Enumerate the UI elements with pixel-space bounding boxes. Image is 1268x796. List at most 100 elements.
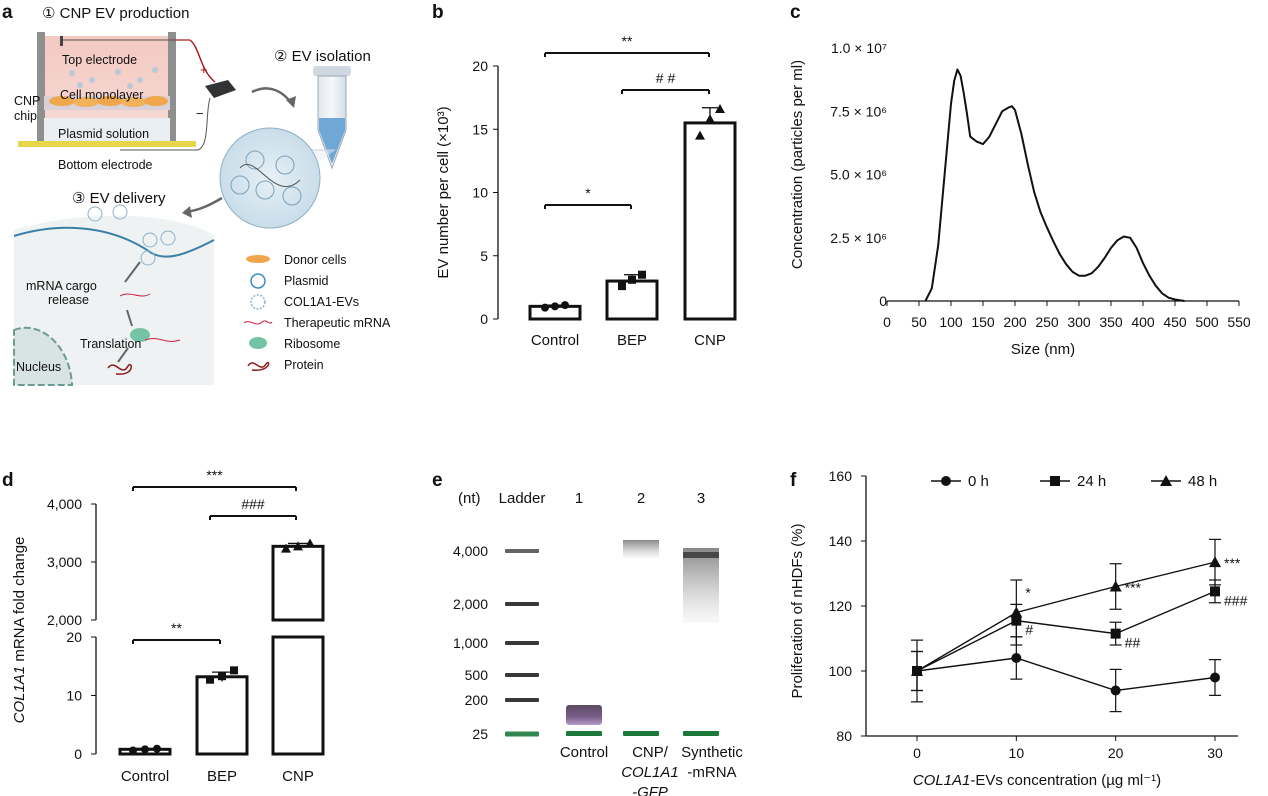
panel-d-letter: d <box>2 470 14 491</box>
c-x-tick-label-2: 100 <box>939 314 963 330</box>
f-x-tick-label-1: 10 <box>1009 745 1025 761</box>
e-lane-label-1-line-0: Control <box>560 744 608 761</box>
b-point-cnp-2 <box>715 104 725 114</box>
bottom-electrode-label: Bottom electrode <box>58 158 153 172</box>
plasmid-icon <box>250 273 266 289</box>
e-ladder-size-2: 1,000 <box>453 635 488 651</box>
f-point-0-1 <box>1011 653 1022 663</box>
mrna-icon <box>243 320 273 325</box>
curved-arrow-1 <box>251 87 294 105</box>
f-annotation-2-1: * <box>1025 585 1031 601</box>
e-lane-marker-2 <box>623 731 659 736</box>
f-x-tick-label-2: 20 <box>1108 745 1124 761</box>
f-annotation-2-3: *** <box>1224 555 1241 571</box>
plasmid-solution-label: Plasmid solution <box>58 127 149 141</box>
f-point-2-0 <box>911 665 923 676</box>
legend-ribosome: Ribosome <box>284 337 340 351</box>
e-lane-label-2-line-1: COL1A1 <box>621 764 679 781</box>
donor-cells-icon <box>246 255 270 263</box>
d-y-axis-label: COL1A1 mRNA fold change <box>11 537 28 724</box>
chip-wall-right <box>168 32 176 144</box>
e-ladder-size-5: 25 <box>472 726 488 742</box>
f-point-2-1 <box>1010 606 1023 618</box>
cell-monolayer-label: Cell monolayer <box>60 88 143 102</box>
f-annotation-1-3: ### <box>1224 592 1248 608</box>
c-x-tick-label-7: 350 <box>1099 314 1123 330</box>
e-lane-header-2: 2 <box>637 490 645 507</box>
d-point-control-1 <box>141 745 149 754</box>
legend-col1a1-evs: COL1A1-EVs <box>284 295 359 309</box>
legend-protein: Protein <box>284 358 324 372</box>
d-y-tick-label-upper-1: 3,000 <box>47 554 82 570</box>
f-annotation-1-1: # <box>1025 622 1033 638</box>
d-point-control-2 <box>153 744 161 753</box>
e-ladder-size-3: 500 <box>465 667 489 683</box>
c-y-tick-label-4: 1.0 × 10⁷ <box>831 40 887 56</box>
e-ladder-band-2 <box>505 641 539 645</box>
d-bar-bep <box>195 675 249 756</box>
top-electrode-pillar <box>60 36 63 46</box>
legend-donor-cells: Donor cells <box>284 253 347 267</box>
e-ladder-size-0: 4,000 <box>453 543 488 559</box>
d-bar-cnp-upper <box>271 544 325 622</box>
e-lane-header-1: 1 <box>575 490 583 507</box>
f-point-2-3 <box>1209 556 1221 568</box>
c-y-tick-label-1: 2.5 × 10⁶ <box>830 230 887 246</box>
ev-zoom-circle <box>219 127 321 229</box>
legend-therapeutic-mrna: Therapeutic mRNA <box>284 316 391 330</box>
d-y-tick-label-upper-2: 4,000 <box>47 496 82 512</box>
d-point-control-0 <box>129 746 137 755</box>
protein-legend-icon <box>247 361 270 371</box>
f-legend-label-1: 24 h <box>1077 473 1106 490</box>
d-y-tick-label-lower-1: 10 <box>66 688 82 704</box>
cnp-chip-label-1: CNP <box>14 94 40 108</box>
f-point-1-3 <box>1210 586 1220 597</box>
b-bar-bep <box>605 279 659 321</box>
f-y-tick-label-4: 160 <box>829 468 853 484</box>
d-y-tick-label-upper-0: 2,000 <box>47 612 82 628</box>
d-significance-0-label: ** <box>171 620 182 636</box>
c-y-tick-label-3: 7.5 × 10⁶ <box>830 103 887 119</box>
c-x-tick-label-10: 500 <box>1195 314 1219 330</box>
panel-e-letter: e <box>432 470 443 491</box>
plasmid-solution-region <box>44 118 170 144</box>
c-x-tick-label-5: 250 <box>1035 314 1059 330</box>
panel-a-letter: a <box>2 2 13 23</box>
top-electrode-label: Top electrode <box>62 53 137 67</box>
chart-f: 80 100 120 140 160 0 10 20 30 COL1A1-EVs concentr… <box>789 468 1248 789</box>
ribosome-legend-icon <box>249 337 267 349</box>
f-series-line-0 <box>916 657 1216 692</box>
f-y-axis-label: Proliferation of nHDFs (%) <box>789 523 806 698</box>
d-bar-cnp-lower <box>271 635 325 756</box>
b-point-control-0 <box>541 303 549 312</box>
b-significance-1-label: # # <box>656 70 676 86</box>
e-ladder-size-1: 2,000 <box>453 596 488 612</box>
e-lane-label-3-line-1: -mRNA <box>687 764 736 781</box>
e-lane3-band <box>683 552 719 558</box>
schematic-legend: Donor cells Plasmid COL1A1-EVs Therapeut… <box>243 253 391 372</box>
d-category-control: Control <box>121 768 169 785</box>
d-y-tick-label-lower-2: 20 <box>66 629 82 645</box>
f-annotation-1-2: ## <box>1125 635 1141 651</box>
f-legend-marker-2 <box>1160 475 1172 486</box>
ribosome-shape <box>130 328 150 342</box>
e-ladder-band-0 <box>505 549 539 553</box>
f-y-tick-label-0: 80 <box>836 728 852 744</box>
b-y-tick-label-1: 5 <box>480 248 488 264</box>
f-legend-label-0: 0 h <box>968 473 989 490</box>
e-ladder-band-1 <box>505 602 539 606</box>
nucleus-label: Nucleus <box>16 360 61 374</box>
cell-monolayer-shape <box>49 96 168 107</box>
panel-a-schematic: a ① CNP EV production + − Top electrod <box>2 2 391 386</box>
b-point-bep-2 <box>638 270 646 279</box>
c-x-tick-label-4: 200 <box>1003 314 1027 330</box>
chip-wall-left <box>37 32 45 144</box>
b-significance-2-label: ** <box>622 33 633 49</box>
b-y-tick-label-2: 10 <box>472 185 488 201</box>
f-y-tick-label-1: 100 <box>829 663 853 679</box>
e-lane-label-3-line-0: Synthetic <box>681 744 743 761</box>
b-y-tick-label-0: 0 <box>480 311 488 327</box>
c-x-tick-label-6: 300 <box>1067 314 1091 330</box>
f-point-2-2 <box>1109 580 1122 592</box>
